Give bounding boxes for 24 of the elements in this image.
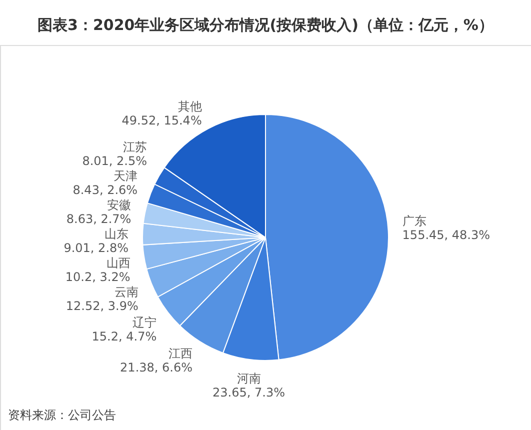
slice-label: 山东 [104,227,129,241]
slice-label: 安徽 [107,198,132,212]
data-label: 9.01, 2.8% [64,241,129,255]
data-label: 8.43, 2.6% [72,183,138,197]
data-label: 12.52, 3.9% [66,299,138,314]
data-label: 15.2, 4.7% [92,330,157,344]
data-label: 10.2, 3.2% [65,270,130,284]
slice-label: 云南 [114,285,138,300]
data-label: 23.65, 7.3% [212,385,285,400]
slice-label: 天津 [114,169,138,183]
slice-label: 江苏 [123,140,148,154]
slice-label: 辽宁 [132,316,157,330]
data-label: 21.38, 6.6% [120,360,193,375]
slice-label: 江西 [168,346,193,361]
slice-label: 广东 [402,214,426,228]
data-label: 8.01, 2.5% [82,154,148,168]
slice-label: 其他 [178,99,202,114]
data-label: 8.63, 2.7% [66,212,132,226]
chart-title: 图表3：2020年业务区域分布情况(按保费收入)（单位：亿元，%） [38,16,494,34]
text: 资料来源：公司公告 [8,408,116,422]
data-label: 49.52, 15.4% [122,113,202,128]
data-label: 155.45, 48.3% [402,228,490,242]
slice-label: 山西 [106,256,130,270]
slice-label: 河南 [236,371,261,386]
